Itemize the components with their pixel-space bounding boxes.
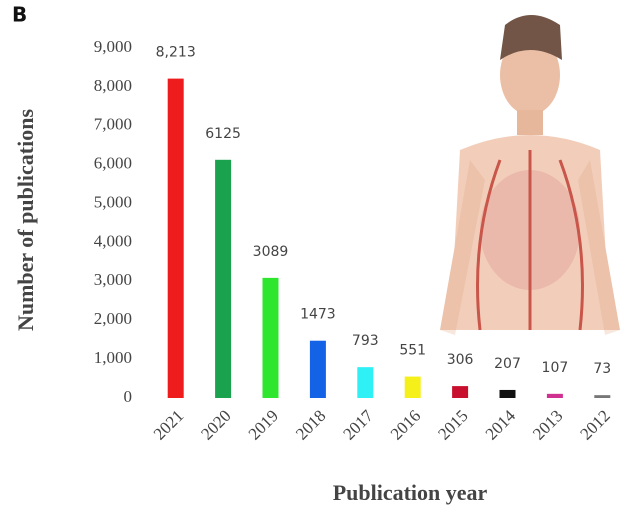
bar (215, 160, 231, 398)
bar (310, 341, 326, 398)
bar (405, 377, 421, 398)
bar (357, 367, 373, 398)
y-tick-label: 2,000 (94, 309, 132, 328)
y-tick-label: 4,000 (94, 231, 132, 250)
bar (168, 79, 184, 398)
bar (452, 386, 468, 398)
value-label: 8,213 (156, 45, 196, 61)
value-label: 1473 (300, 307, 336, 323)
page: B Number of publications Publication yea… (0, 0, 626, 529)
bar (547, 394, 563, 398)
value-label: 207 (494, 356, 521, 372)
y-tick-label: 8,000 (94, 76, 132, 95)
value-label: 793 (352, 333, 379, 349)
y-tick-label: 3,000 (94, 270, 132, 289)
x-tick-label: 2015 (434, 406, 471, 443)
y-tick-label: 0 (124, 387, 133, 406)
x-tick-label: 2013 (529, 406, 566, 443)
value-label: 6125 (205, 126, 241, 142)
value-label: 73 (593, 361, 611, 377)
bar (500, 390, 516, 398)
y-tick-label: 6,000 (94, 154, 132, 173)
panel-label: B (12, 3, 27, 27)
x-tick-label: 2019 (245, 406, 282, 443)
x-tick-label: 2021 (150, 406, 187, 443)
y-tick-label: 7,000 (94, 115, 132, 134)
figure-illustration (430, 15, 626, 390)
x-tick-label: 2017 (339, 406, 377, 444)
value-label: 551 (399, 343, 426, 359)
chart: B Number of publications Publication yea… (0, 0, 626, 529)
x-tick-label: 2012 (576, 406, 613, 443)
value-label: 306 (447, 352, 474, 368)
y-axis-label: Number of publications (13, 109, 38, 332)
y-tick-label: 5,000 (94, 192, 132, 211)
bar (594, 395, 610, 398)
y-tick-label: 9,000 (94, 37, 132, 56)
y-tick-label: 1,000 (94, 348, 132, 367)
value-label: 3089 (253, 244, 289, 260)
value-label: 107 (542, 360, 569, 376)
x-tick-label: 2018 (292, 406, 329, 443)
x-tick-label: 2016 (387, 406, 424, 443)
x-tick-label: 2020 (197, 406, 234, 443)
bar (263, 278, 279, 398)
x-tick-label: 2014 (482, 406, 520, 444)
x-axis-label: Publication year (333, 480, 488, 505)
